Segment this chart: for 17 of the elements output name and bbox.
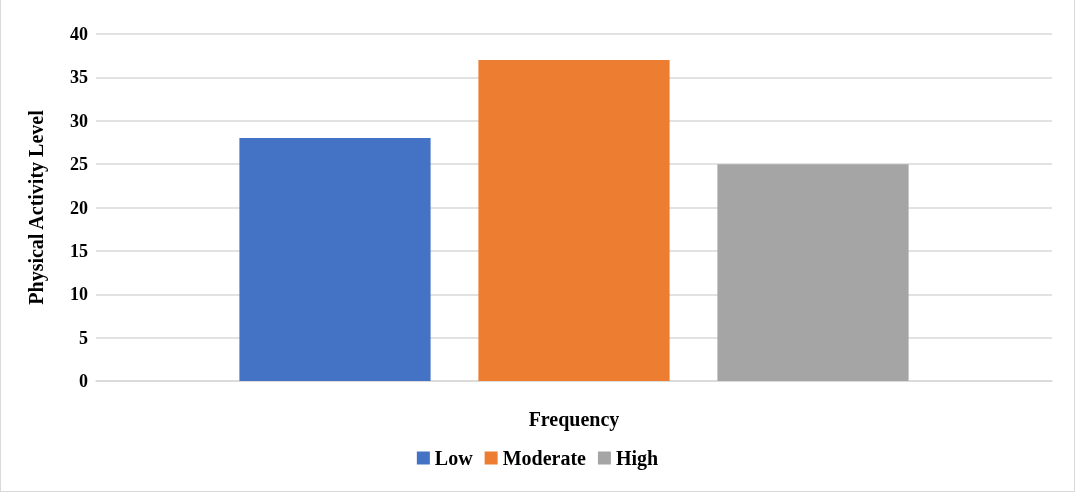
y-tick-label: 15 — [70, 240, 88, 261]
legend-label: High — [615, 447, 659, 470]
y-tick-label: 40 — [70, 24, 88, 44]
y-tick-label: 25 — [70, 154, 88, 175]
x-axis-title: Frequency — [528, 408, 620, 431]
y-tick-label: 0 — [79, 371, 88, 391]
bar — [478, 60, 670, 381]
y-tick-label: 35 — [70, 67, 88, 88]
bar — [239, 138, 431, 381]
legend-label: Moderate — [502, 447, 587, 469]
bar — [717, 164, 909, 381]
y-tick-label: 30 — [70, 110, 88, 131]
y-tick-label: 20 — [70, 197, 88, 218]
y-axis-title: Physical Activity Level — [25, 109, 48, 305]
legend-label: Low — [434, 447, 474, 469]
y-tick-label: 5 — [79, 327, 88, 348]
y-tick-label: 10 — [70, 284, 88, 305]
